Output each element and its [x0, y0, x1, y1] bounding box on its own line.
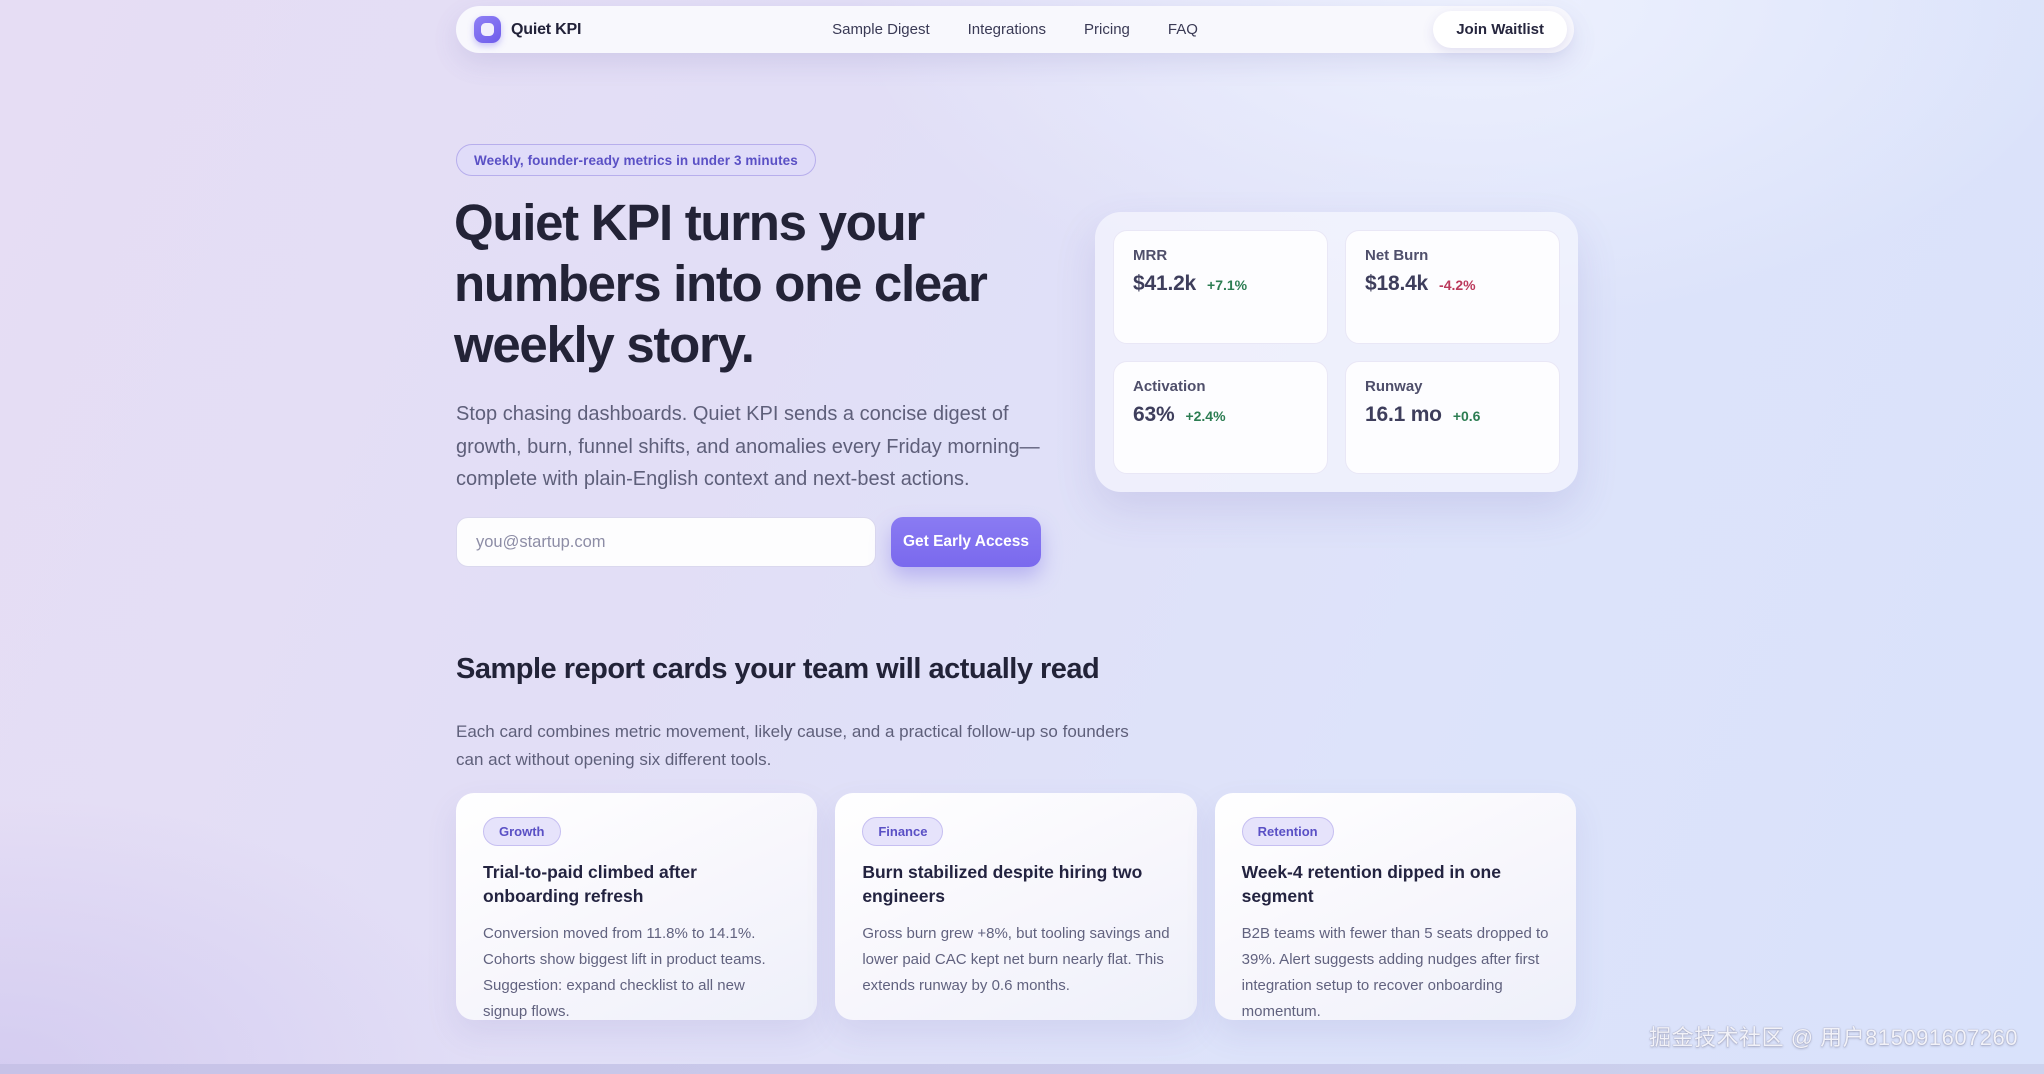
- nav-link-sample-digest[interactable]: Sample Digest: [832, 21, 930, 38]
- kpi-label: MRR: [1133, 247, 1168, 264]
- brand[interactable]: Quiet KPI: [474, 16, 581, 43]
- kpi-label: Activation: [1133, 377, 1206, 395]
- reports-section-subtitle: Each card combines metric movement, like…: [456, 722, 1129, 769]
- signup-form: Get Early Access: [456, 517, 1041, 567]
- bottom-section-edge: [0, 1064, 2044, 1074]
- watermark: 掘金技术社区 @ 用户815091607260: [1649, 1025, 2018, 1050]
- report-card-body: Conversion moved from 11.8% to 14.1%. Co…: [483, 925, 766, 1020]
- report-card-title: Trial-to-paid climbed after onboarding r…: [483, 862, 697, 906]
- reports-section-title: Sample report cards your team will actua…: [456, 653, 1100, 685]
- kpi-delta: +0.6: [1452, 407, 1481, 424]
- kpi-label: Net Burn: [1365, 247, 1429, 264]
- brand-name: Quiet KPI: [511, 20, 582, 38]
- report-tag-badge: Growth: [483, 817, 561, 846]
- top-nav: Quiet KPI Sample Digest Integrations Pri…: [456, 6, 1574, 53]
- kpi-card-runway: Runway 16.1 mo +0.6: [1345, 360, 1560, 474]
- report-card-finance: Finance Burn stabilized despite hiring t…: [835, 793, 1197, 1020]
- kpi-value: $18.4k: [1365, 272, 1429, 295]
- nav-link-pricing[interactable]: Pricing: [1084, 21, 1130, 38]
- hero-title-line-3: weekly story.: [454, 316, 755, 373]
- hero-title-line-1: Quiet KPI turns your: [454, 194, 925, 251]
- kpi-card-net-burn: Net Burn $18.4k -4.2%: [1345, 230, 1560, 344]
- report-card-body: B2B teams with fewer than 5 seats droppe…: [1241, 925, 1549, 1020]
- report-card-body: Gross burn grew +8%, but tooling savings…: [862, 925, 1170, 994]
- nav-link-faq[interactable]: FAQ: [1167, 21, 1198, 38]
- nav-link-integrations[interactable]: Integrations: [967, 21, 1047, 38]
- join-waitlist-button[interactable]: Join Waitlist: [1433, 11, 1567, 48]
- kpi-panel: MRR $41.2k +7.1% Net Burn $18.4k -4.2% A…: [1095, 212, 1578, 492]
- hero-badge: Weekly, founder-ready metrics in under 3…: [456, 144, 816, 176]
- report-card-growth: Growth Trial-to-paid climbed after onboa…: [456, 793, 818, 1020]
- email-input[interactable]: [456, 517, 876, 567]
- hero-description: Stop chasing dashboards. Quiet KPI sends…: [456, 403, 1040, 491]
- report-card-title: Week-4 retention dipped in one segment: [1241, 862, 1501, 906]
- kpi-label: Runway: [1365, 377, 1423, 395]
- nav-links: Sample Digest Integrations Pricing FAQ: [832, 21, 1198, 38]
- report-cards-row: Growth Trial-to-paid climbed after onboa…: [456, 793, 1576, 1020]
- get-early-access-button[interactable]: Get Early Access: [891, 517, 1041, 567]
- kpi-delta: +7.1%: [1207, 277, 1248, 293]
- kpi-card-mrr: MRR $41.2k +7.1%: [1113, 230, 1328, 344]
- kpi-value: 63%: [1133, 402, 1175, 426]
- app-logo-inner-square: [481, 23, 494, 36]
- app-logo-icon: [474, 16, 501, 43]
- report-tag-badge: Retention: [1241, 817, 1334, 846]
- hero-title: Quiet KPI turns your numbers into one cl…: [454, 192, 988, 375]
- report-tag-badge: Finance: [862, 817, 944, 846]
- kpi-value: $41.2k: [1133, 272, 1197, 295]
- report-card-retention: Retention Week-4 retention dipped in one…: [1214, 793, 1576, 1020]
- report-card-title: Burn stabilized despite hiring two engin…: [862, 862, 1143, 906]
- kpi-delta: +2.4%: [1185, 407, 1226, 424]
- kpi-delta: -4.2%: [1439, 277, 1476, 293]
- kpi-value: 16.1 mo: [1365, 402, 1442, 426]
- kpi-card-activation: Activation 63% +2.4%: [1113, 360, 1328, 474]
- hero-title-line-2: numbers into one clear: [454, 255, 988, 312]
